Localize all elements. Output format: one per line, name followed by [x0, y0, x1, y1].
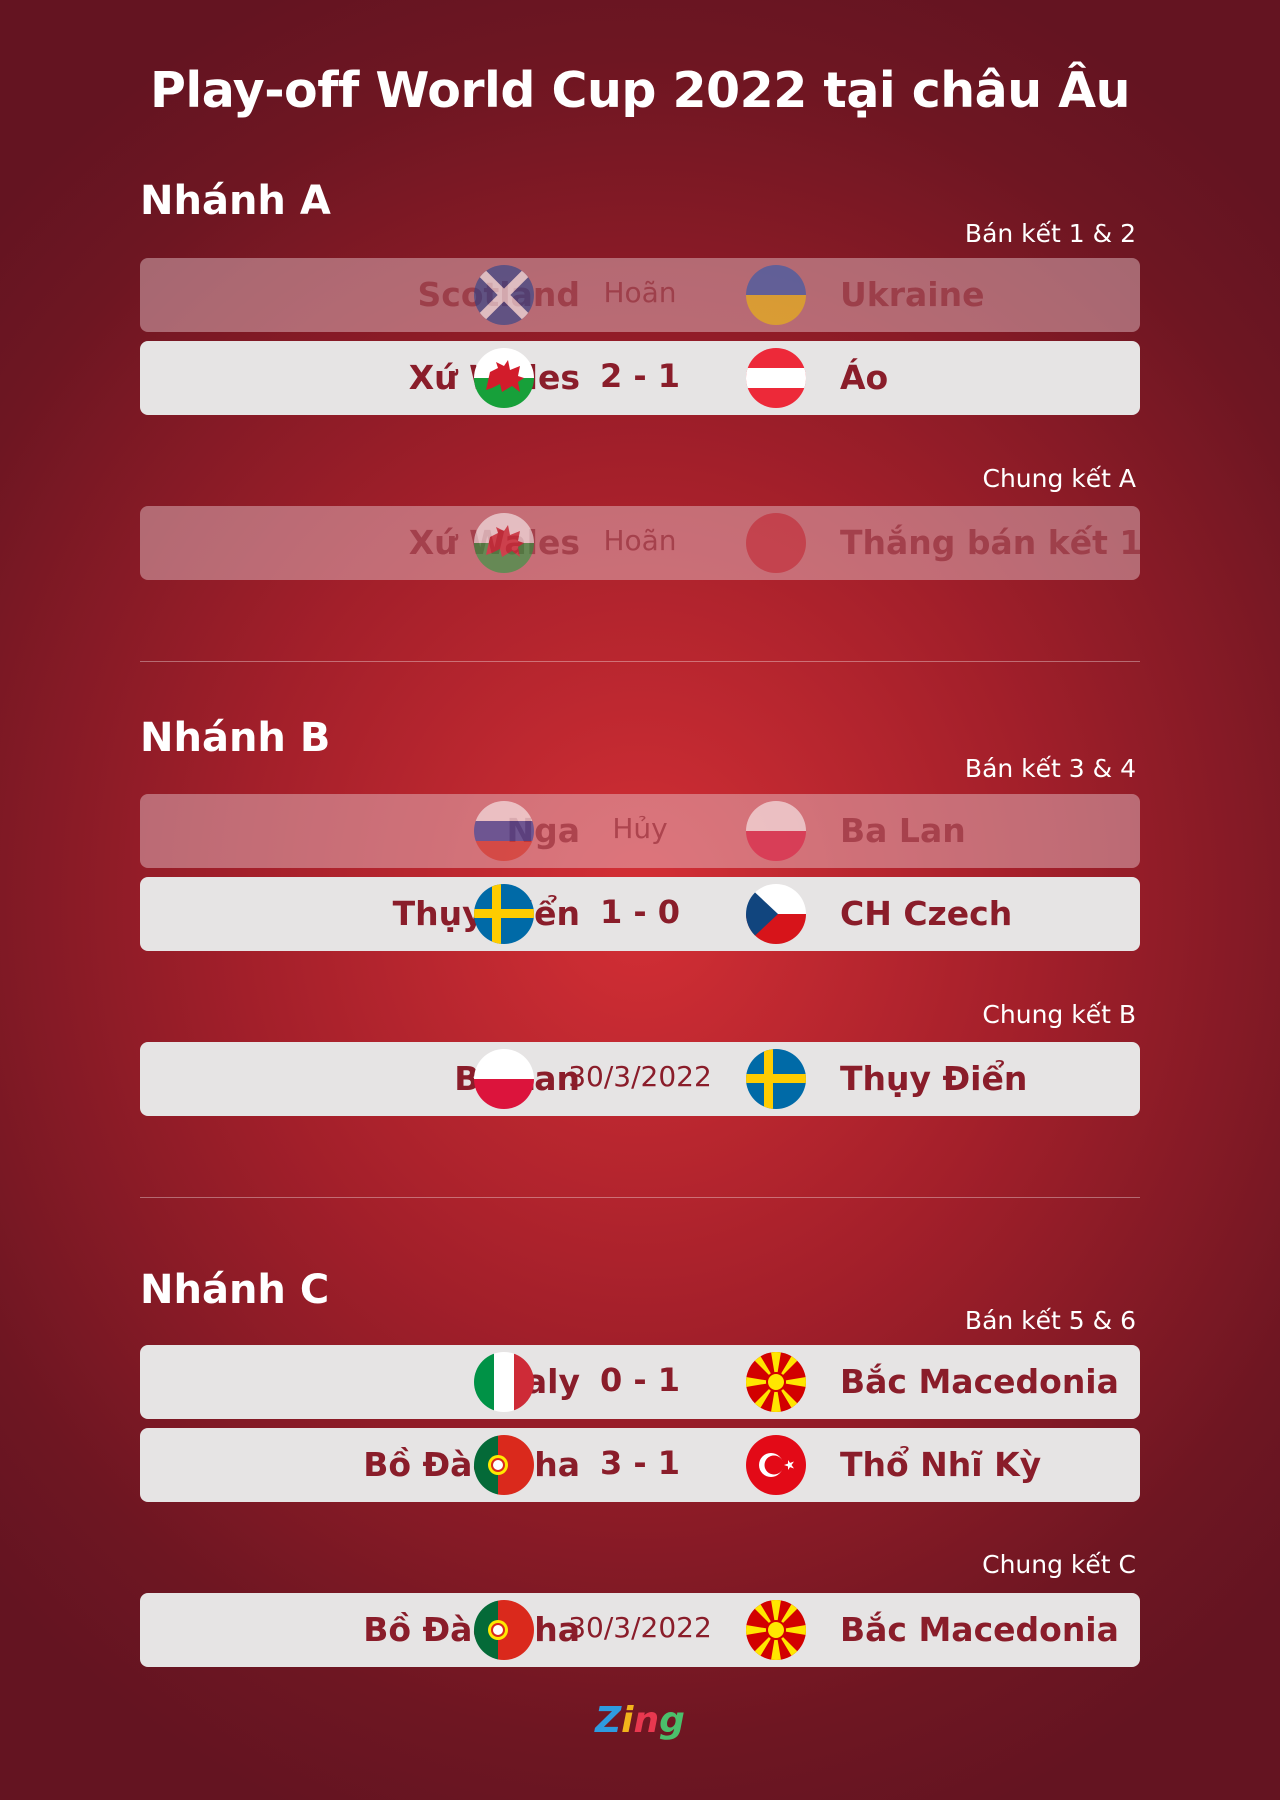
semi-final-match-row: Nga Hủy Ba Lan [140, 794, 1140, 868]
portugal-flag-icon [474, 1600, 534, 1660]
final-match-row: Xứ Wales Hoãn Thắng bán kết 1 [140, 506, 1143, 580]
final-label: Chung kết C [982, 1550, 1136, 1579]
final-label: Chung kết A [982, 464, 1136, 493]
away-team: Bắc Macedonia [840, 1610, 1119, 1649]
ukraine-flag-icon [746, 265, 806, 325]
portugal-flag-icon [474, 1435, 534, 1495]
italy-flag-icon [474, 1352, 534, 1412]
poland-flag-icon [474, 1049, 534, 1109]
away-team: Bắc Macedonia [840, 1362, 1119, 1401]
match-result: 30/3/2022 [568, 1611, 712, 1644]
macedonia-flag-icon [746, 1600, 806, 1660]
home-team: Bồ Đào Nha [363, 1445, 580, 1484]
wales-flag-icon [474, 513, 534, 573]
match-result: 0 - 1 [599, 1361, 681, 1399]
semi-final-match-row: Italy 0 - 1 Bắc Macedonia [140, 1345, 1140, 1419]
away-team: Thắng bán kết 1 [840, 523, 1143, 562]
match-result: 1 - 0 [599, 893, 681, 931]
wales-flag-icon [474, 348, 534, 408]
russia-flag-icon [474, 801, 534, 861]
semi-final-match-row: Xứ Wales 2 - 1 Áo [140, 341, 1140, 415]
semi-final-match-row: Thụy Điển 1 - 0 CH Czech [140, 877, 1140, 951]
page-title: Play-off World Cup 2022 tại châu Âu [150, 62, 1130, 119]
semi-final-label: Bán kết 1 & 2 [964, 219, 1136, 248]
blank-flag-icon [746, 513, 806, 573]
zing-logo: Zing [595, 1700, 685, 1741]
match-result: 2 - 1 [599, 357, 681, 395]
final-label: Chung kết B [982, 1000, 1136, 1029]
away-team: Ukraine [840, 275, 985, 314]
poland-flag-icon [746, 801, 806, 861]
match-result: Hoãn [603, 524, 677, 557]
final-match-row: Ba Lan 30/3/2022 Thụy Điển [140, 1042, 1140, 1116]
branch-heading: Nhánh A [140, 178, 331, 224]
away-team: Áo [840, 358, 889, 397]
section-divider [140, 661, 1140, 662]
match-result: 3 - 1 [599, 1444, 681, 1482]
branch-heading: Nhánh B [140, 715, 331, 761]
scotland-flag-icon [474, 265, 534, 325]
branch-heading: Nhánh C [140, 1267, 330, 1313]
semi-final-label: Bán kết 5 & 6 [964, 1306, 1136, 1335]
home-team: Bồ Đào Nha [363, 1610, 580, 1649]
semi-final-label: Bán kết 3 & 4 [964, 754, 1136, 783]
final-match-row: Bồ Đào Nha 30/3/2022 Bắc Macedonia [140, 1593, 1140, 1667]
semi-final-match-row: Scotland Hoãn Ukraine [140, 258, 1140, 332]
match-result: Hủy [612, 812, 668, 845]
austria-flag-icon [746, 348, 806, 408]
semi-final-match-row: Bồ Đào Nha 3 - 1 Thổ Nhĩ Kỳ [140, 1428, 1140, 1502]
macedonia-flag-icon [746, 1352, 806, 1412]
turkey-flag-icon [746, 1435, 806, 1495]
away-team: Thổ Nhĩ Kỳ [840, 1445, 1042, 1484]
section-divider [140, 1197, 1140, 1198]
sweden-flag-icon [746, 1049, 806, 1109]
match-result: 30/3/2022 [568, 1060, 712, 1093]
away-team: Thụy Điển [840, 1059, 1028, 1098]
away-team: CH Czech [840, 894, 1013, 933]
sweden-flag-icon [474, 884, 534, 944]
away-team: Ba Lan [840, 811, 966, 850]
czech-flag-icon [746, 884, 806, 944]
match-result: Hoãn [603, 276, 677, 309]
